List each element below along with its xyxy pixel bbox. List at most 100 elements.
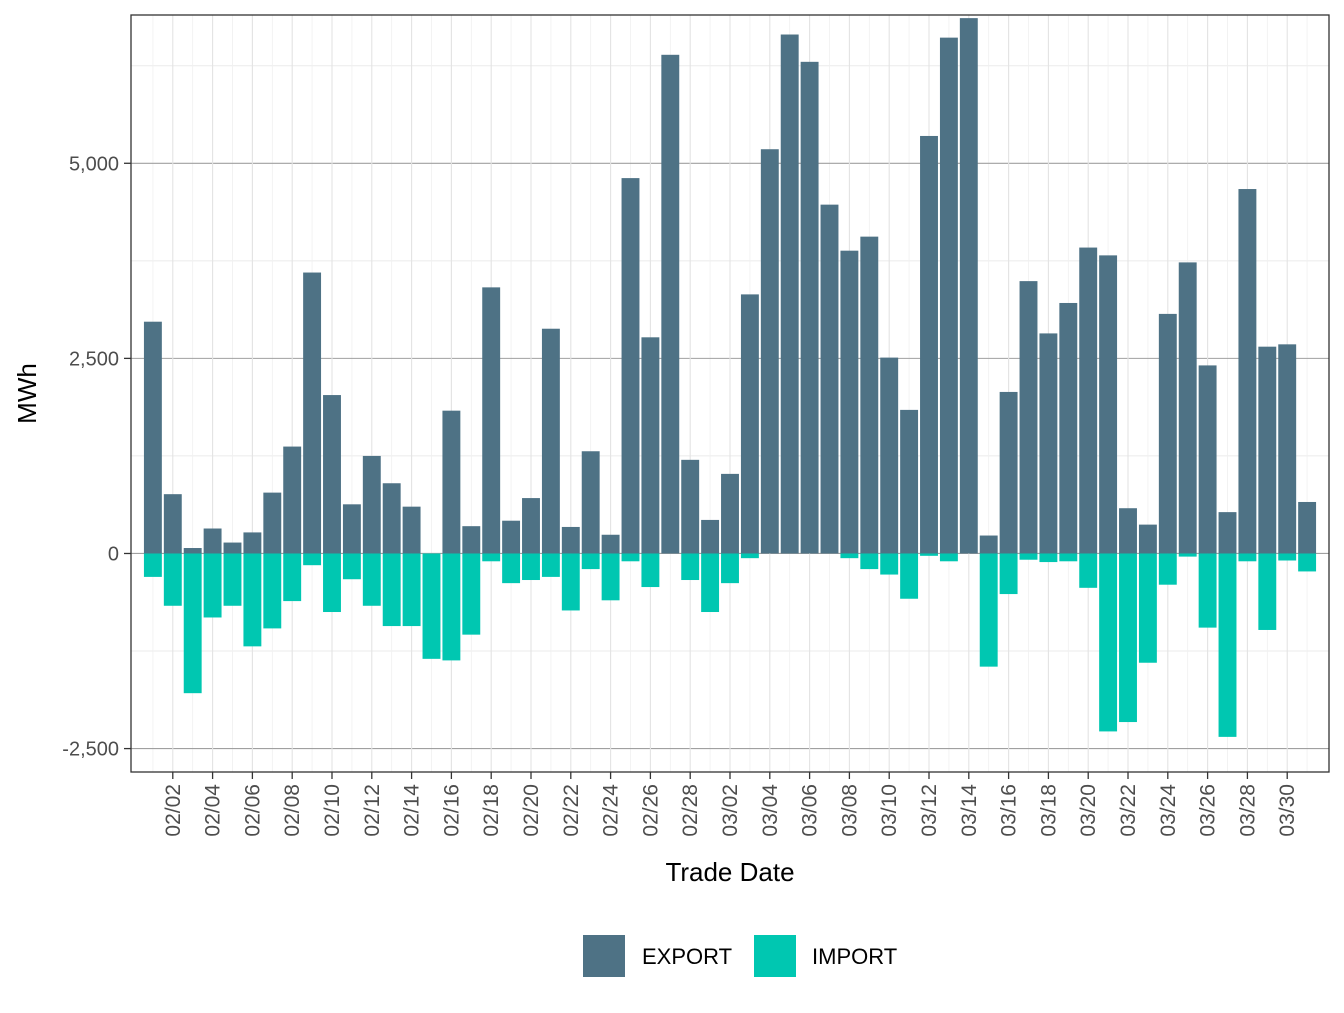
x-tick-label: 02/26 [639, 784, 662, 837]
y-axis: -2,500 0 2,500 5,000 [62, 153, 131, 761]
bar-import-02-01 [143, 553, 162, 577]
bar-import-02-13 [382, 553, 401, 627]
bar-import-02-09 [303, 553, 322, 566]
x-tick-label: 02/04 [202, 784, 225, 837]
bar-export-03-28 [1238, 189, 1257, 554]
y-tick-label: 0 [108, 543, 119, 565]
bar-import-02-22 [561, 553, 580, 611]
x-tick-label: 02/18 [480, 784, 503, 837]
bar-import-03-26 [1198, 553, 1217, 628]
bar-export-03-16 [999, 391, 1018, 554]
bar-import-02-18 [482, 553, 501, 562]
x-tick-label: 02/08 [281, 784, 304, 837]
bar-import-03-30 [1278, 553, 1297, 561]
bar-import-03-29 [1258, 553, 1277, 630]
bar-export-03-08 [840, 250, 859, 554]
y-tick-label: -2,500 [62, 739, 119, 761]
bar-export-02-18 [482, 287, 501, 554]
bar-export-02-04 [203, 528, 222, 554]
bar-export-03-31 [1298, 501, 1317, 554]
bar-import-03-02 [721, 553, 739, 584]
bar-export-02-05 [223, 542, 242, 554]
y-axis-title: MWh [12, 363, 42, 424]
bar-import-03-01 [701, 553, 720, 613]
bar-export-02-22 [561, 526, 580, 554]
bar-import-03-21 [1099, 553, 1118, 732]
bar-export-03-03 [740, 294, 759, 554]
bar-export-02-06 [243, 532, 262, 554]
bar-export-02-13 [382, 483, 401, 554]
bar-import-03-25 [1178, 553, 1197, 557]
legend-swatch-import [754, 935, 796, 977]
x-tick-label: 02/24 [600, 784, 623, 837]
bar-export-03-17 [1019, 281, 1038, 554]
bar-export-03-09 [860, 236, 879, 554]
bar-import-02-16 [442, 553, 461, 661]
bar-import-02-17 [462, 553, 481, 635]
x-tick-label: 03/02 [719, 784, 742, 837]
bar-export-02-28 [681, 459, 700, 554]
x-tick-label: 02/12 [361, 784, 384, 837]
bar-export-02-25 [621, 178, 640, 554]
bar-import-02-06 [243, 553, 262, 647]
bar-export-02-21 [541, 328, 560, 554]
bar-import-02-07 [263, 553, 282, 629]
legend: EXPORT IMPORT [583, 935, 897, 977]
x-tick-label: 03/14 [958, 784, 981, 837]
bar-export-02-26 [641, 337, 660, 554]
bar-export-03-22 [1119, 508, 1137, 554]
bar-export-02-12 [362, 455, 381, 554]
bar-import-02-20 [522, 553, 540, 581]
bar-export-03-23 [1138, 524, 1157, 554]
x-axis: 02/02 02/04 02/06 02/08 02/10 02/12 02/14 02/16… [162, 772, 1299, 837]
x-tick-label: 03/26 [1197, 784, 1220, 837]
bar-import-02-14 [402, 553, 421, 627]
x-tick-label: 03/28 [1236, 784, 1259, 837]
bar-import-03-10 [880, 553, 899, 575]
bar-import-02-10 [323, 553, 341, 613]
x-tick-label: 03/16 [998, 784, 1021, 837]
x-tick-label: 03/18 [1037, 784, 1060, 837]
bar-import-02-28 [681, 553, 700, 581]
y-tick-label: 2,500 [69, 348, 119, 370]
bar-export-03-25 [1178, 262, 1197, 554]
bar-import-03-19 [1059, 553, 1078, 562]
y-tick-label: 5,000 [69, 153, 119, 175]
bar-import-02-03 [183, 553, 202, 694]
bar-export-03-11 [900, 409, 919, 554]
bar-export-03-24 [1158, 313, 1177, 554]
bar-import-03-09 [860, 553, 879, 570]
bar-import-02-12 [362, 553, 381, 606]
x-axis-title: Trade Date [665, 857, 794, 887]
bar-export-02-11 [342, 504, 361, 554]
bar-export-03-05 [780, 34, 799, 554]
bar-import-02-23 [581, 553, 600, 570]
bar-import-03-08 [840, 553, 859, 559]
x-tick-label: 02/28 [679, 784, 702, 837]
bar-import-03-13 [939, 553, 958, 562]
bar-export-03-15 [979, 535, 998, 554]
x-tick-label: 03/06 [799, 784, 822, 837]
bar-import-03-12 [920, 553, 938, 556]
bar-import-03-22 [1119, 553, 1137, 723]
bar-export-02-14 [402, 506, 421, 554]
x-tick-label: 03/12 [918, 784, 941, 837]
bar-export-02-17 [462, 526, 481, 554]
bar-export-03-26 [1198, 365, 1217, 554]
bar-export-02-27 [661, 54, 680, 554]
bar-export-02-19 [502, 520, 521, 554]
bar-export-03-19 [1059, 302, 1078, 554]
x-tick-label: 02/22 [560, 784, 583, 837]
bar-export-02-01 [143, 321, 162, 554]
x-tick-label: 02/02 [162, 784, 185, 837]
bar-export-03-29 [1258, 346, 1277, 554]
legend-label-import: IMPORT [812, 944, 897, 969]
bar-import-02-21 [541, 553, 560, 577]
bar-export-02-02 [163, 494, 182, 554]
bar-import-03-23 [1138, 553, 1157, 663]
x-tick-label: 02/20 [520, 784, 543, 837]
bar-export-03-27 [1218, 512, 1237, 554]
x-tick-label: 02/14 [401, 784, 424, 837]
